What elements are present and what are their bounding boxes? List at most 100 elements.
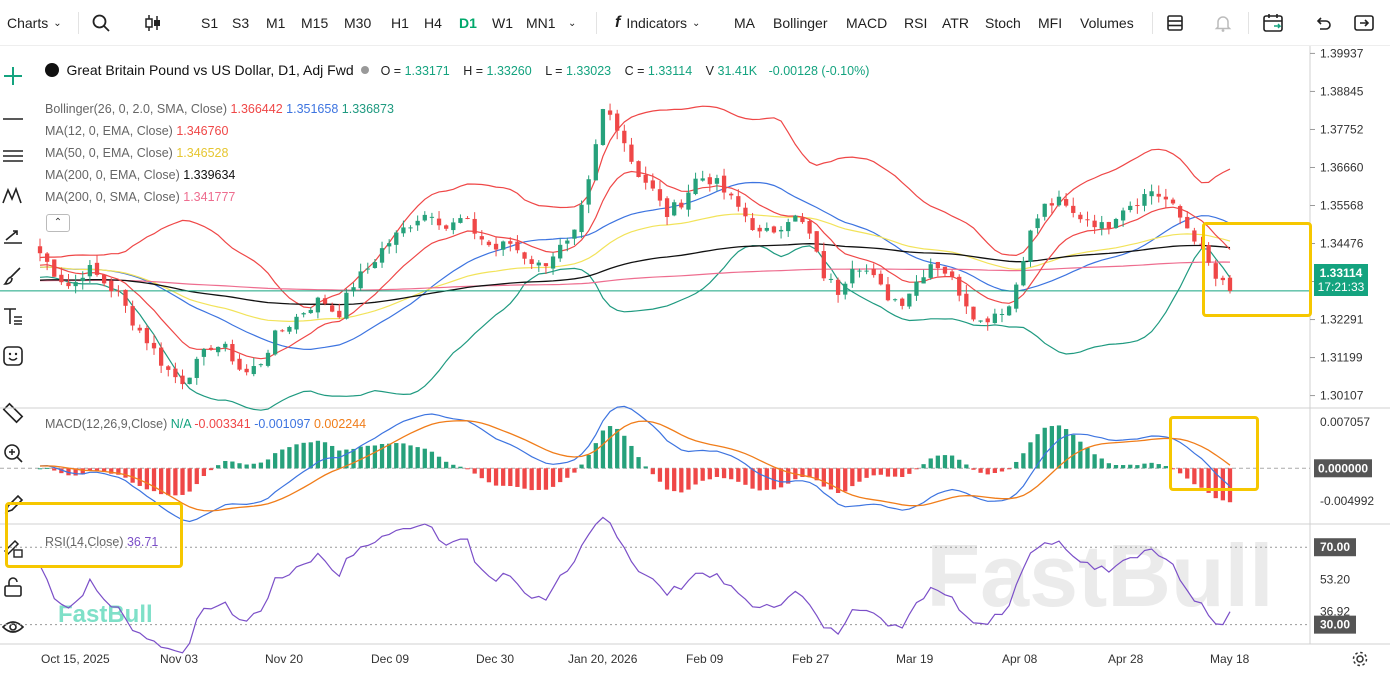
crosshair-tool[interactable] (0, 63, 26, 89)
candle-body (821, 251, 826, 279)
price-pane[interactable] (0, 103, 1310, 411)
candle-body (94, 262, 100, 275)
ma200e-legend[interactable]: MA(200, 0, EMA, Close) 1.339634 (45, 168, 235, 182)
pattern-tool[interactable] (0, 183, 26, 209)
timeframe-w1[interactable]: W1 (492, 15, 513, 31)
timeframe-s3[interactable]: S3 (232, 15, 250, 31)
layout-button[interactable] (1165, 0, 1185, 46)
rsi-legend[interactable]: RSI(14,Close) 36.71 (45, 535, 158, 549)
indicator-button-mfi[interactable]: MFI (1038, 15, 1063, 31)
macd-histogram-bar (458, 466, 463, 469)
open-label: O = (380, 64, 402, 78)
candle (408, 225, 413, 233)
projection-tool[interactable] (0, 223, 26, 249)
candle-body (408, 227, 413, 229)
macd-histogram-bar (401, 443, 406, 469)
timeframe-h4[interactable]: H4 (424, 15, 442, 31)
zoom-tool[interactable] (0, 440, 26, 466)
chart-type-button[interactable] (143, 0, 163, 46)
macd-legend[interactable]: MACD(12,26,9,Close) N/A -0.003341 -0.001… (45, 417, 366, 431)
candle-body (871, 268, 876, 276)
rsi-label: RSI(14,Close) (45, 535, 124, 549)
ma200s-legend[interactable]: MA(200, 0, SMA, Close) 1.341777 (45, 190, 235, 204)
timeframe-m15[interactable]: M15 (301, 15, 329, 31)
indicator-button-rsi[interactable]: RSI (904, 15, 928, 31)
candle (850, 260, 855, 288)
macd-histogram-bar (1213, 468, 1218, 499)
timeframe-h1[interactable]: H1 (391, 15, 409, 31)
timeframe-more-chevron-icon[interactable]: ⌄ (568, 17, 577, 29)
candle-body (1135, 205, 1140, 207)
charts-menu[interactable]: Charts ⌄ (7, 0, 62, 46)
candle-body (949, 271, 955, 277)
candle-body (529, 259, 534, 264)
emoji-tool[interactable] (0, 343, 26, 369)
macd-pane[interactable] (0, 405, 1310, 523)
macd-histogram-bar (800, 468, 805, 477)
candle-body (1142, 194, 1147, 206)
macd-histogram-bar (807, 468, 812, 478)
ma12-legend[interactable]: MA(12, 0, EMA, Close) 1.346760 (45, 124, 228, 138)
ma50-legend[interactable]: MA(50, 0, EMA, Close) 1.346528 (45, 146, 228, 160)
candle-body (1113, 218, 1119, 228)
ruler-tool[interactable] (0, 400, 26, 426)
indicators-menu[interactable]: f Indicators ⌄ (615, 0, 700, 46)
alert-button[interactable] (1213, 0, 1233, 46)
timeframe-s1[interactable]: S1 (201, 15, 219, 31)
macd-histogram-bar (522, 468, 527, 489)
timeframe-m1[interactable]: M1 (266, 15, 286, 31)
rsi-pane[interactable] (0, 516, 1310, 654)
brush-tool[interactable] (0, 263, 26, 289)
macd-histogram-bar (151, 468, 157, 492)
text-tool[interactable] (0, 303, 26, 329)
macd-histogram-bar (1028, 442, 1033, 469)
candle (565, 237, 570, 252)
visibility-tool[interactable] (0, 614, 26, 640)
search-button[interactable] (91, 0, 111, 46)
timeframe-d1[interactable]: D1 (459, 15, 477, 31)
change-value: -0.00128 (-0.10%) (768, 64, 870, 78)
indicator-button-ma[interactable]: MA (734, 15, 755, 31)
candle (750, 212, 755, 231)
candle-body (743, 207, 748, 217)
trend-line-tool[interactable] (0, 103, 26, 129)
bollinger-legend[interactable]: Bollinger(26, 0, 2.0, SMA, Close) 1.3664… (45, 102, 394, 116)
indicator-button-macd[interactable]: MACD (846, 15, 888, 31)
macd-histogram-bar (59, 468, 64, 474)
candle (686, 184, 691, 217)
macd-histogram-bar (643, 466, 648, 469)
bollinger-label: Bollinger(26, 0, 2.0, SMA, Close) (45, 102, 228, 116)
indicator-button-stoch[interactable]: Stoch (985, 15, 1021, 31)
macd-histogram-bar (1056, 425, 1062, 469)
candle-body (650, 180, 655, 189)
lock-tool[interactable] (0, 574, 26, 600)
macd-na-value: N/A (170, 417, 191, 431)
indicator-button-volumes[interactable]: Volumes (1080, 15, 1134, 31)
exit-fullscreen-button[interactable] (1353, 0, 1375, 46)
candle (265, 349, 271, 368)
indicator-button-atr[interactable]: ATR (942, 15, 969, 31)
candle-body (315, 297, 321, 313)
chart-canvas[interactable]: FastBull FastBull 1.399371.388451.377521… (0, 46, 1390, 678)
candle (1099, 215, 1104, 236)
candle-body (216, 346, 221, 353)
macd-histogram-bar (721, 468, 727, 479)
candle (1163, 188, 1169, 208)
macd-histogram-bar (515, 468, 520, 487)
chart-settings-button[interactable] (1351, 650, 1369, 668)
candle-body (593, 144, 598, 181)
undo-button[interactable] (1313, 0, 1333, 46)
collapse-legend-button[interactable]: ⌃ (46, 214, 70, 232)
macd-histogram-bar (479, 468, 484, 479)
high-label: H = (463, 64, 484, 78)
calendar-button[interactable] (1262, 0, 1284, 46)
candle (1006, 305, 1012, 316)
macd-line (39, 405, 1231, 523)
indicator-button-bollinger[interactable]: Bollinger (773, 15, 828, 31)
timeframe-m30[interactable]: M30 (344, 15, 372, 31)
timeframe-mn1[interactable]: MN1 (526, 15, 556, 31)
fib-tool[interactable] (0, 143, 26, 169)
macd-histogram-bar (52, 468, 57, 471)
macd-histogram-bar (636, 457, 641, 469)
macd-histogram-value: -0.003341 (194, 417, 251, 431)
